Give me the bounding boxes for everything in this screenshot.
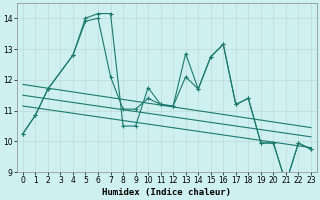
X-axis label: Humidex (Indice chaleur): Humidex (Indice chaleur) bbox=[102, 188, 231, 197]
